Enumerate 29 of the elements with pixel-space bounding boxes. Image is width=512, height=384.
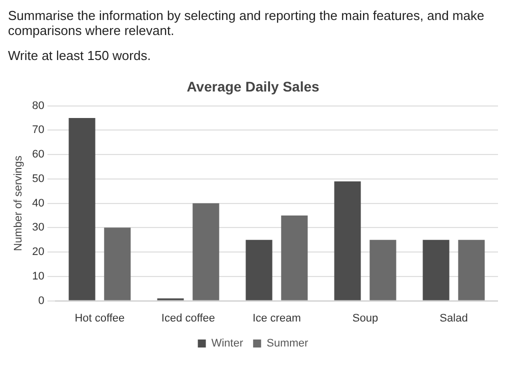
x-tick-label: Soup <box>352 312 378 324</box>
text: Write at least 150 words. <box>8 48 152 63</box>
bar <box>104 228 131 300</box>
x-tick-label: Hot coffee <box>74 312 125 324</box>
bar <box>422 240 450 300</box>
x-tick-label: Iced coffee <box>161 312 216 324</box>
bar <box>458 240 485 300</box>
x-tick-label: Salad <box>440 312 468 324</box>
bar <box>68 118 96 300</box>
y-tick-label: 0 <box>38 294 44 307</box>
bar <box>370 240 396 300</box>
text: Summarise the information by selecting and reporting the main features, and make comparisons where relevant. <box>8 8 486 38</box>
y-tick-label: 30 <box>32 222 44 234</box>
y-tick-label: 60 <box>32 148 44 161</box>
legend-label: Winter <box>211 338 244 350</box>
bar <box>246 240 272 300</box>
y-axis-title: Number of servings <box>12 155 25 251</box>
bar <box>334 181 361 300</box>
y-tick-label: 10 <box>32 270 44 282</box>
y-tick-label: 50 <box>32 172 44 185</box>
y-tick-label: 40 <box>32 197 44 210</box>
legend-label: Summer <box>266 338 309 350</box>
y-tick-label: 80 <box>32 100 44 112</box>
y-tick-label: 70 <box>32 124 44 136</box>
x-tick-label: Ice cream <box>252 312 301 324</box>
bar <box>192 203 220 300</box>
bar <box>281 215 308 300</box>
chart-title: Average Daily Sales <box>186 78 320 94</box>
y-tick-label: 20 <box>32 246 44 258</box>
